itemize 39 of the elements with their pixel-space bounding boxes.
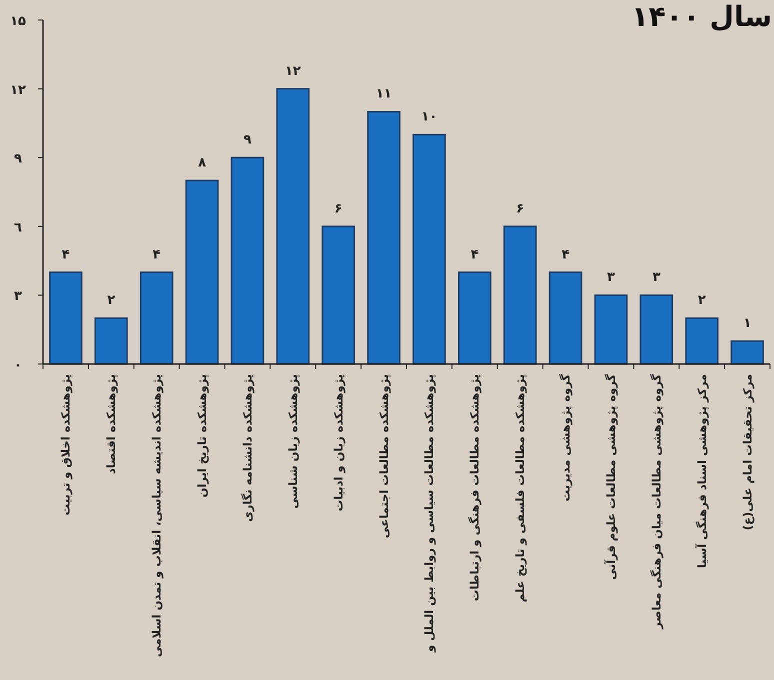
x-tick-label: گروه پژوهشی مطالعات علوم قرآنی — [604, 374, 618, 580]
data-label: ۳ — [607, 270, 615, 286]
data-label: ۴ — [152, 247, 161, 262]
x-tick-label: مرکز پژوهشی اسناد فرهنگی آسیا — [694, 374, 709, 568]
y-tick-label: ۰ — [14, 358, 22, 373]
data-label: ۲ — [107, 293, 116, 308]
data-label: ۶ — [516, 201, 524, 216]
y-tick-label: ۳ — [14, 289, 22, 304]
x-tick-label: گروه پژوهشی مدیریت — [558, 374, 573, 502]
x-tick-label: پژوهشکده مطالعات فلسفی و تاریخ علم — [513, 374, 528, 602]
data-label: ۲ — [698, 293, 706, 308]
x-tick-label: پژوهشکده اخلاق و تربیت — [58, 374, 73, 516]
x-tick-label: پژوهشکده تاریخ ایران — [195, 374, 210, 498]
data-label: ۴ — [470, 247, 479, 262]
x-tick-label: پژوهشکده اندیشه سیاسی، انقلاب و تمدن اسلامی — [150, 374, 164, 658]
y-tick-label: ۹ — [14, 152, 22, 167]
x-tick-label: پژوهشکده مطالعات اجتماعی — [376, 374, 391, 538]
y-tick-label: ٦ — [14, 220, 22, 236]
x-tick-label: گروه پژوهشی مطالعات میان فرهنگی معاصر — [649, 374, 664, 630]
x-tick-label: پژوهشکده مطالعات سیاسی و روابط بین الملل و — [422, 374, 436, 653]
data-label: ۸ — [198, 156, 206, 171]
x-tick-label: مرکز تحقیقات امام علی(ع) — [740, 374, 754, 530]
chart-title: سال ۱۴۰۰ — [632, 0, 772, 33]
data-label: ۴ — [562, 247, 570, 262]
x-tick-label: پژوهشکده زبان شناسی — [286, 374, 300, 509]
data-label: ۳ — [652, 270, 660, 286]
data-label: ۱۱ — [376, 86, 392, 102]
y-tick-label: ۱۵ — [10, 14, 26, 29]
data-label: ۱ — [743, 316, 752, 332]
y-tick-label: ۱۲ — [10, 82, 26, 98]
data-label: ۶ — [334, 201, 342, 216]
x-tick-label: پژوهشکده دانشنامه نگاری — [240, 374, 254, 522]
x-tick-label: پژوهشکده زبان و ادبیات — [331, 374, 346, 512]
x-tick-label: پژوهشکده اقتصاد — [104, 374, 118, 474]
data-label: ۱۲ — [284, 64, 301, 79]
data-label: ۹ — [244, 132, 252, 148]
data-label: ۴ — [62, 247, 70, 262]
data-label: ۱۰ — [421, 110, 438, 125]
x-tick-label: پژوهشکده مطالعات فرهنگی و ارتباطات — [468, 374, 482, 602]
